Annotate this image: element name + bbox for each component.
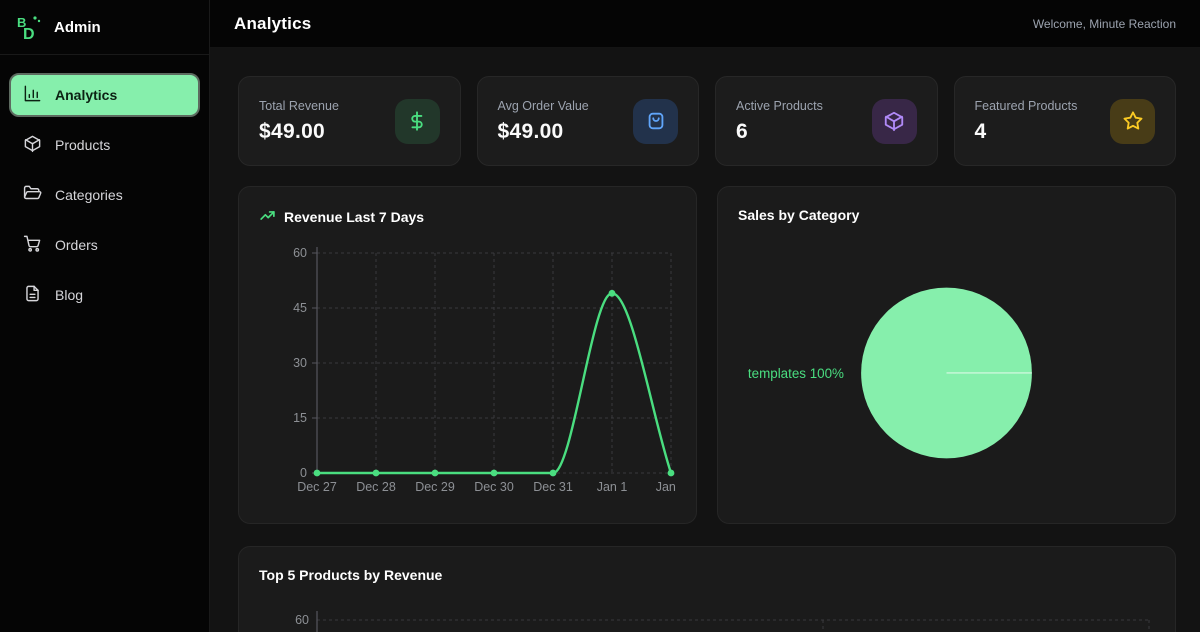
stat-value: 4 xyxy=(974,119,987,143)
stat-card-total-revenue: Total Revenue $49.00 xyxy=(238,76,461,166)
topbar: Analytics Welcome, Minute Reaction xyxy=(210,0,1200,48)
revenue-line-chart: 0 15 30 45 60 Dec 27 Dec 28 Dec 29 Dec 30 Dec 31 J… xyxy=(259,237,676,499)
svg-text:D: D xyxy=(23,26,35,41)
sidebar-item-label: Blog xyxy=(55,287,84,303)
stat-value: $49.00 xyxy=(259,119,326,143)
page-title: Analytics xyxy=(234,13,312,33)
revenue-chart-title-row: Revenue Last 7 Days xyxy=(259,207,676,227)
stat-label: Total Revenue xyxy=(259,98,339,113)
app-title: Admin xyxy=(54,18,101,36)
stat-label: Featured Products xyxy=(974,98,1078,113)
shopping-cart-icon xyxy=(23,234,42,256)
top-products-chart: 60 xyxy=(259,593,1155,632)
sidebar: B D Admin Analytics Products Categories Ord… xyxy=(0,0,210,632)
file-text-icon xyxy=(23,284,42,306)
svg-text:60: 60 xyxy=(295,613,309,627)
sidebar-item-orders[interactable]: Orders xyxy=(9,223,200,267)
stat-value: $49.00 xyxy=(497,119,564,143)
svg-text:templates 100%: templates 100% xyxy=(748,366,844,381)
svg-text:30: 30 xyxy=(293,356,307,370)
revenue-chart-title: Revenue Last 7 Days xyxy=(284,209,425,225)
logo-row: B D Admin xyxy=(0,0,209,55)
chart-bar-icon xyxy=(23,84,42,106)
cube-icon xyxy=(871,98,917,144)
sidebar-item-label: Categories xyxy=(55,187,123,203)
svg-text:Dec 27: Dec 27 xyxy=(297,480,337,494)
stat-label: Avg Order Value xyxy=(497,98,589,113)
category-pie-card: Sales by Category templates 100% xyxy=(717,186,1176,524)
revenue-chart-card: Revenue Last 7 Days 0 15 30 45 60 Dec 27 Dec 2… xyxy=(238,186,697,524)
charts-row: Revenue Last 7 Days 0 15 30 45 60 Dec 27 Dec 2… xyxy=(238,186,1176,524)
dollar-icon xyxy=(394,98,440,144)
shopping-bag-icon xyxy=(633,98,678,144)
pie-chart-title-row: Sales by Category xyxy=(738,207,1155,223)
star-icon xyxy=(1110,98,1155,144)
sidebar-item-label: Products xyxy=(55,137,111,153)
stat-label: Active Products xyxy=(736,98,823,113)
stats-row: Total Revenue $49.00 Avg Order Value $49.00… xyxy=(238,76,1176,166)
svg-text:60: 60 xyxy=(293,246,307,260)
sidebar-item-label: Orders xyxy=(55,237,98,253)
stat-value: 6 xyxy=(736,119,748,143)
svg-text:45: 45 xyxy=(293,301,307,315)
stat-card-featured-products: Featured Products 4 xyxy=(953,76,1176,166)
svg-text:15: 15 xyxy=(293,411,307,425)
main-area: Analytics Welcome, Minute Reaction Total… xyxy=(210,0,1200,632)
sidebar-item-analytics[interactable]: Analytics xyxy=(9,73,200,117)
sidebar-item-categories[interactable]: Categories xyxy=(9,173,200,217)
sidebar-nav: Analytics Products Categories Orders Blog xyxy=(0,55,209,335)
svg-text:Jan 1: Jan 1 xyxy=(597,480,628,494)
top-products-title: Top 5 Products by Revenue xyxy=(259,567,443,583)
content: Total Revenue $49.00 Avg Order Value $49.00… xyxy=(210,48,1200,632)
stat-card-avg-order-value: Avg Order Value $49.00 xyxy=(476,76,699,166)
svg-text:B: B xyxy=(17,15,26,30)
pie-chart-title: Sales by Category xyxy=(738,207,860,223)
sidebar-item-blog[interactable]: Blog xyxy=(9,273,200,317)
stat-card-active-products: Active Products 6 xyxy=(715,76,938,166)
category-pie-chart: templates 100% xyxy=(738,233,1155,501)
sidebar-item-products[interactable]: Products xyxy=(9,123,200,167)
sidebar-item-label: Analytics xyxy=(55,87,118,103)
folder-open-icon xyxy=(23,184,42,206)
svg-text:0: 0 xyxy=(300,466,307,480)
svg-text:Dec 30: Dec 30 xyxy=(474,480,514,494)
dino-logo-icon: B D xyxy=(16,14,43,41)
welcome-text: Welcome, Minute Reaction xyxy=(1032,16,1176,31)
top-products-card: Top 5 Products by Revenue 60 xyxy=(238,546,1176,632)
svg-text:Dec 31: Dec 31 xyxy=(533,480,573,494)
top-products-title-row: Top 5 Products by Revenue xyxy=(259,567,1155,583)
trending-up-icon xyxy=(259,207,276,227)
package-icon xyxy=(23,134,42,156)
svg-text:Dec 28: Dec 28 xyxy=(356,480,396,494)
svg-text:Jan 2: Jan 2 xyxy=(656,480,676,494)
svg-text:Dec 29: Dec 29 xyxy=(415,480,455,494)
